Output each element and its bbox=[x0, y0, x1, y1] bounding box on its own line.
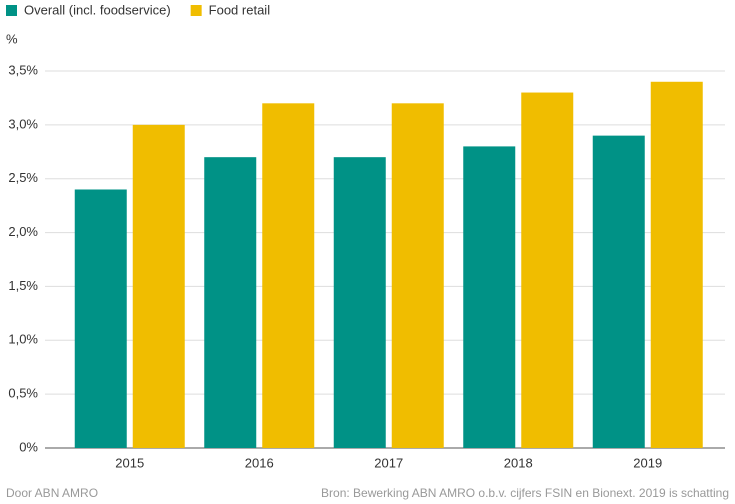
x-tick-label: 2016 bbox=[245, 455, 274, 470]
y-tick-label: 3,0% bbox=[8, 116, 38, 131]
credit: Door ABN AMRO bbox=[6, 486, 98, 500]
legend-label: Food retail bbox=[209, 2, 271, 17]
bar bbox=[592, 135, 645, 448]
y-tick-label: 2,5% bbox=[8, 170, 38, 185]
legend-swatch bbox=[6, 5, 17, 16]
y-tick-label: 1,5% bbox=[8, 278, 38, 293]
x-tick-label: 2019 bbox=[633, 455, 662, 470]
y-tick-label: 3,5% bbox=[8, 62, 38, 77]
y-tick-label: 2,0% bbox=[8, 224, 38, 239]
x-tick-label: 2015 bbox=[115, 455, 144, 470]
bar bbox=[74, 189, 127, 448]
y-tick-label: 1,0% bbox=[8, 332, 38, 347]
bar bbox=[333, 157, 386, 448]
bar bbox=[204, 157, 257, 448]
bar bbox=[650, 81, 703, 449]
y-tick-label: 0,5% bbox=[8, 386, 38, 401]
bar bbox=[391, 103, 444, 449]
legend-label: Overall (incl. foodservice) bbox=[24, 2, 171, 17]
bar bbox=[463, 146, 516, 448]
x-tick-label: 2017 bbox=[374, 455, 403, 470]
y-tick-label: 0% bbox=[19, 439, 38, 454]
source: Bron: Bewerking ABN AMRO o.b.v. cijfers … bbox=[321, 486, 729, 500]
x-tick-label: 2018 bbox=[504, 455, 533, 470]
bar bbox=[132, 124, 185, 448]
legend-swatch bbox=[190, 5, 202, 16]
bar bbox=[521, 92, 574, 449]
y-axis-label: % bbox=[6, 31, 18, 46]
bar bbox=[262, 103, 315, 449]
